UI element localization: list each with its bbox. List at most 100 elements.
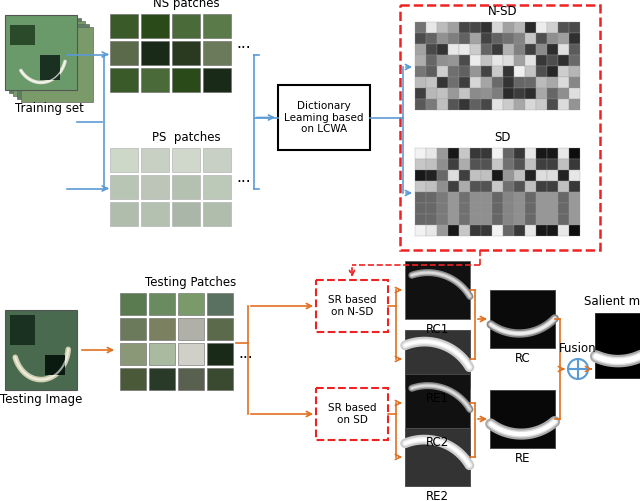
Bar xyxy=(459,181,470,192)
Bar xyxy=(492,22,503,33)
Bar xyxy=(426,214,437,225)
Bar xyxy=(514,181,525,192)
Bar xyxy=(426,77,437,88)
Bar xyxy=(437,192,448,203)
Bar xyxy=(120,318,146,340)
Bar xyxy=(110,175,138,199)
Bar xyxy=(536,159,547,170)
Text: Training set: Training set xyxy=(15,102,83,115)
Bar xyxy=(558,225,569,236)
Bar xyxy=(536,192,547,203)
Bar xyxy=(415,192,426,203)
Bar xyxy=(569,159,580,170)
Text: SR based
on SD: SR based on SD xyxy=(328,403,376,425)
Bar xyxy=(459,55,470,66)
Bar xyxy=(525,99,536,110)
Bar xyxy=(492,66,503,77)
Bar xyxy=(481,66,492,77)
Bar xyxy=(525,22,536,33)
Bar xyxy=(459,170,470,181)
Bar xyxy=(490,290,555,348)
Bar xyxy=(525,203,536,214)
Bar xyxy=(448,192,459,203)
Bar xyxy=(503,181,514,192)
Bar xyxy=(470,181,481,192)
Bar xyxy=(536,181,547,192)
Bar xyxy=(141,202,169,226)
Bar xyxy=(547,55,558,66)
Bar xyxy=(448,99,459,110)
Bar xyxy=(514,148,525,159)
Bar xyxy=(569,203,580,214)
Bar xyxy=(172,202,200,226)
Bar xyxy=(17,24,89,99)
Text: PS  patches: PS patches xyxy=(152,131,220,144)
Bar xyxy=(426,225,437,236)
Bar xyxy=(437,33,448,44)
Text: Testing Patches: Testing Patches xyxy=(145,276,237,289)
Bar xyxy=(525,225,536,236)
Text: ...: ... xyxy=(238,347,253,362)
Bar xyxy=(110,148,138,172)
Bar xyxy=(525,33,536,44)
Bar xyxy=(492,225,503,236)
Bar xyxy=(503,170,514,181)
Bar xyxy=(547,99,558,110)
Bar xyxy=(9,18,81,93)
Bar xyxy=(595,313,640,378)
Bar xyxy=(437,66,448,77)
Bar xyxy=(437,170,448,181)
Bar xyxy=(426,33,437,44)
Bar xyxy=(536,88,547,99)
Bar xyxy=(558,170,569,181)
Bar xyxy=(141,68,169,92)
Bar xyxy=(503,214,514,225)
Bar xyxy=(481,225,492,236)
Bar xyxy=(437,148,448,159)
Bar xyxy=(481,88,492,99)
Bar xyxy=(172,148,200,172)
Bar xyxy=(459,88,470,99)
Bar xyxy=(415,33,426,44)
Bar xyxy=(547,44,558,55)
Bar xyxy=(547,203,558,214)
FancyArrowPatch shape xyxy=(102,186,108,191)
Bar xyxy=(459,66,470,77)
Bar xyxy=(470,170,481,181)
Bar xyxy=(21,27,93,102)
Bar xyxy=(149,293,175,315)
Bar xyxy=(470,214,481,225)
Bar xyxy=(5,310,77,390)
Bar xyxy=(470,99,481,110)
Bar xyxy=(536,33,547,44)
Bar xyxy=(426,44,437,55)
Bar xyxy=(203,41,231,65)
Bar xyxy=(10,25,35,45)
Bar xyxy=(415,159,426,170)
Bar xyxy=(149,343,175,365)
Bar xyxy=(437,214,448,225)
Bar xyxy=(141,14,169,38)
FancyArrowPatch shape xyxy=(257,115,273,120)
Bar xyxy=(415,44,426,55)
Bar xyxy=(448,55,459,66)
Bar xyxy=(536,225,547,236)
Bar xyxy=(415,77,426,88)
Bar xyxy=(459,148,470,159)
Bar xyxy=(569,22,580,33)
Bar xyxy=(514,66,525,77)
Bar xyxy=(525,66,536,77)
Text: Dictionary
Leaming based
on LCWA: Dictionary Leaming based on LCWA xyxy=(284,101,364,134)
Bar xyxy=(316,280,388,332)
Bar xyxy=(13,21,85,96)
Bar xyxy=(547,170,558,181)
Bar xyxy=(503,55,514,66)
Bar xyxy=(492,33,503,44)
Text: RE: RE xyxy=(515,452,531,465)
Bar xyxy=(203,148,231,172)
Bar xyxy=(459,192,470,203)
Bar xyxy=(459,22,470,33)
Bar xyxy=(514,33,525,44)
Bar xyxy=(569,170,580,181)
Bar xyxy=(481,22,492,33)
